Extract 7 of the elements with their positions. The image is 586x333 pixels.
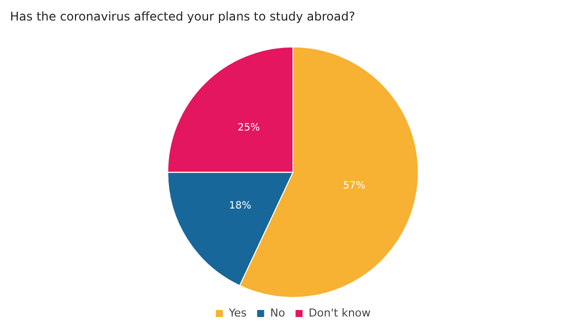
data-label: 25% — [238, 122, 260, 134]
data-label: 18% — [228, 200, 252, 212]
legend-label: Yes — [228, 306, 247, 320]
data-label: 57% — [343, 180, 366, 192]
legend-label: Don't know — [308, 306, 371, 320]
chart-title: Has the coronavirus affected your plans to study abroad? — [10, 9, 356, 24]
legend-label: No — [270, 306, 286, 320]
